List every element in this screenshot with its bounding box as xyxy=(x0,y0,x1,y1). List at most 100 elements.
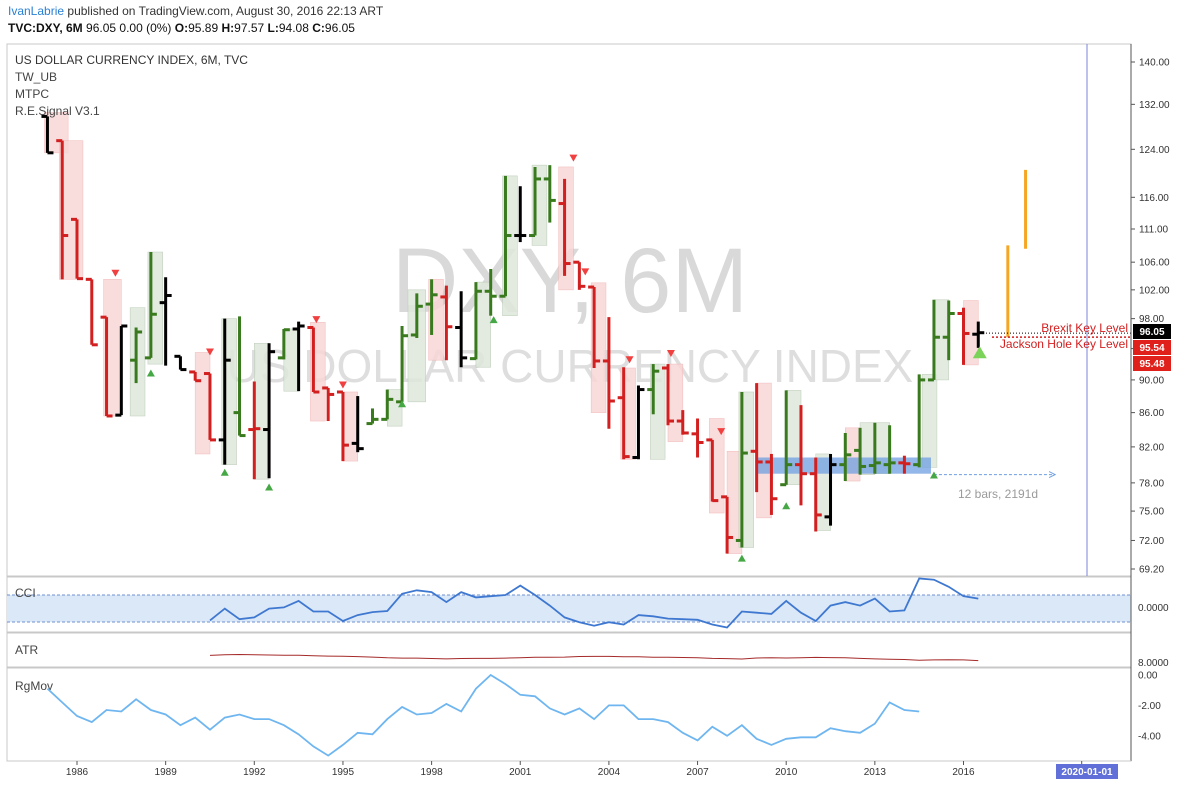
sell-signal-0 xyxy=(111,269,120,277)
signal-zone-8 xyxy=(283,328,299,392)
signal-zone-25 xyxy=(756,382,772,519)
author-link[interactable]: IvanLabrie xyxy=(8,4,65,18)
buy-signal-4 xyxy=(489,316,498,324)
ohlc-bar-47 xyxy=(735,391,748,548)
rgmov-pane[interactable] xyxy=(6,667,1132,762)
ohlc-bar-51 xyxy=(794,405,807,506)
time-tick-label: 2016 xyxy=(952,767,975,778)
ohlc-bar-53 xyxy=(824,453,837,526)
atr-pane[interactable] xyxy=(6,632,1132,668)
low-label: L: xyxy=(267,21,279,35)
ohlc-bar-35 xyxy=(558,178,571,276)
signal-zone-7 xyxy=(254,342,270,480)
ohlc-bar-37 xyxy=(588,285,601,369)
ohlc-bar-61 xyxy=(942,300,955,361)
signal-zone-12 xyxy=(407,289,426,403)
time-tick-label: 2010 xyxy=(775,767,798,778)
jackson-label: Jackson Hole Key Level xyxy=(1000,337,1128,351)
rgmov-tick-label: 0.00 xyxy=(1138,671,1158,682)
ohlc-bar-4 xyxy=(100,315,113,418)
price-tick-label: 116.00 xyxy=(1139,193,1169,204)
ohlc-bar-21 xyxy=(351,396,364,453)
high-label: H: xyxy=(221,21,235,35)
rgmov-tick-label: -2.00 xyxy=(1138,701,1161,712)
signal-zone-32 xyxy=(933,299,950,381)
open-value: 95.89 xyxy=(188,21,219,35)
ohlc-bar-41 xyxy=(647,364,660,415)
current-buy-signal xyxy=(972,346,987,359)
ohlc-bar-54 xyxy=(839,432,852,482)
sell-signal-7 xyxy=(666,349,675,357)
legend-study-3[interactable]: R.E.Signal V3.1 xyxy=(15,104,100,118)
ohlc-bar-15 xyxy=(263,343,276,479)
published-text: published on TradingView.com, August 30,… xyxy=(67,4,384,18)
rgmov-series-line xyxy=(46,673,920,757)
ohlc-bar-6 xyxy=(130,327,143,384)
ohlc-bar-0 xyxy=(41,114,54,155)
ohlc-bar-10 xyxy=(189,370,202,383)
price-tick-label: 86.00 xyxy=(1139,408,1164,419)
symbol-label: TVC:DXY, 6M xyxy=(8,21,83,35)
brexit-label: Brexit Key Level xyxy=(1041,321,1128,335)
signal-zone-5 xyxy=(194,352,211,455)
ohlc-bar-25 xyxy=(410,293,423,338)
buy-signal-5 xyxy=(737,554,746,562)
ohlc-bar-42 xyxy=(662,364,674,426)
ohlc-bar-36 xyxy=(573,260,586,290)
price-tick-label: 69.20 xyxy=(1139,565,1164,576)
ohlc-bar-27 xyxy=(440,285,453,361)
ohlc-bar-52 xyxy=(809,457,822,532)
cci-label: CCI xyxy=(15,586,36,600)
ohlc-bar-2 xyxy=(71,217,83,281)
price-tick-label: 102.00 xyxy=(1139,285,1170,296)
open-label: O: xyxy=(174,21,189,35)
price-tick-label: 90.00 xyxy=(1139,375,1164,386)
ohlc-bar-34 xyxy=(543,165,556,223)
ohlc-bar-49 xyxy=(765,453,778,515)
price-tick-label: 72.00 xyxy=(1139,536,1164,547)
range-arrow-head xyxy=(1048,471,1057,479)
price-tick-label: 132.00 xyxy=(1139,100,1170,111)
ohlc-bar-58 xyxy=(898,455,911,474)
rgmov-label: RgMov xyxy=(15,679,53,693)
cci-tick: 0.0000 xyxy=(1138,603,1169,614)
price-tick-label: 78.00 xyxy=(1139,478,1164,489)
sell-signal-6 xyxy=(625,356,634,364)
signal-zone-31 xyxy=(921,374,938,468)
price-badge-current: 96.05 xyxy=(1133,324,1171,339)
ohlc-bar-23 xyxy=(381,389,394,421)
time-tick-label: 2001 xyxy=(509,767,532,778)
close-value: 96.05 xyxy=(324,21,355,35)
ohlc-bar-38 xyxy=(602,317,615,429)
ohlc-bar-13 xyxy=(233,316,246,438)
price-tick-label: 140.00 xyxy=(1139,58,1170,69)
time-tick-label: 1992 xyxy=(243,767,266,778)
ohlc-bar-62 xyxy=(957,307,970,365)
ohlc-bar-19 xyxy=(322,386,335,422)
signal-zone-21 xyxy=(667,363,684,442)
close-label: C: xyxy=(312,21,325,35)
buy-signal-2 xyxy=(265,483,274,491)
ohlc-bar-43 xyxy=(676,410,689,435)
legend-study-2[interactable]: MTPC xyxy=(15,87,49,101)
ohlc-bar-50 xyxy=(780,390,793,487)
price-badge-jackson: 95.48 xyxy=(1133,356,1171,371)
buy-signal-3 xyxy=(398,400,407,408)
ohlc-bar-26 xyxy=(425,279,438,335)
buy-signal-7 xyxy=(929,471,938,479)
ohlc-bar-14 xyxy=(248,381,261,480)
time-tick-label: 1986 xyxy=(66,767,89,778)
price-tick-label: 111.00 xyxy=(1139,225,1169,236)
price-badge-current-text: 96.05 xyxy=(1139,327,1164,338)
legend-study-1[interactable]: TW_UB xyxy=(15,70,57,84)
ohlc-bar-1 xyxy=(56,139,69,280)
ohlc-bar-57 xyxy=(883,425,896,474)
ohlc-bar-28 xyxy=(455,291,468,368)
cci-series-line xyxy=(209,577,979,629)
high-value: 97.57 xyxy=(234,21,265,35)
time-tick-label: 2013 xyxy=(864,767,887,778)
ohlc-bar-8 xyxy=(159,277,172,366)
ohlc-bar-55 xyxy=(854,427,867,475)
ohlc-bar-22 xyxy=(366,408,379,426)
